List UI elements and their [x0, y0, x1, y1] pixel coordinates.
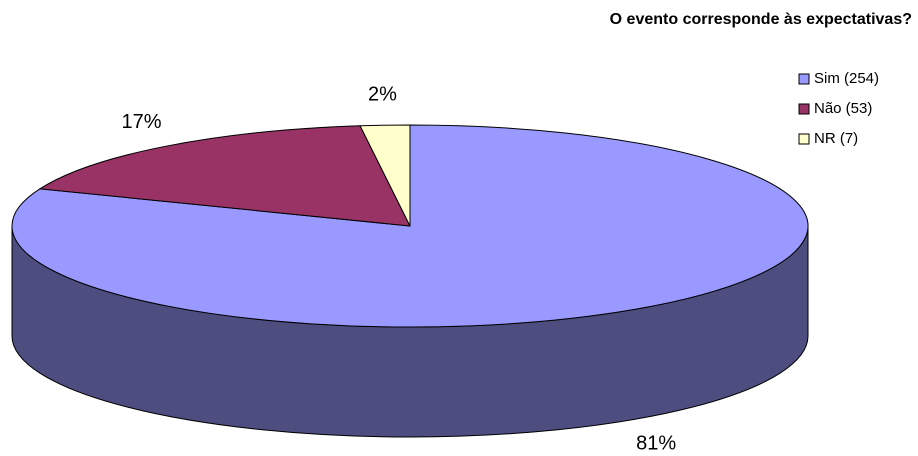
data-label: 2%: [368, 84, 397, 106]
pie-slice: [359, 124, 411, 227]
data-label: 17%: [122, 111, 162, 133]
legend-label: Não (53): [814, 100, 872, 117]
pie-slice: [38, 125, 411, 227]
legend-swatch: [798, 73, 810, 85]
legend-label: NR (7): [814, 130, 858, 147]
pie-slice: [11, 124, 809, 328]
chart-title: O evento corresponde às expectativas?: [610, 11, 912, 28]
legend-swatch: [798, 103, 810, 115]
legend-swatch: [798, 133, 810, 145]
data-label: 81%: [636, 433, 676, 455]
legend-label: Sim (254): [814, 70, 879, 87]
